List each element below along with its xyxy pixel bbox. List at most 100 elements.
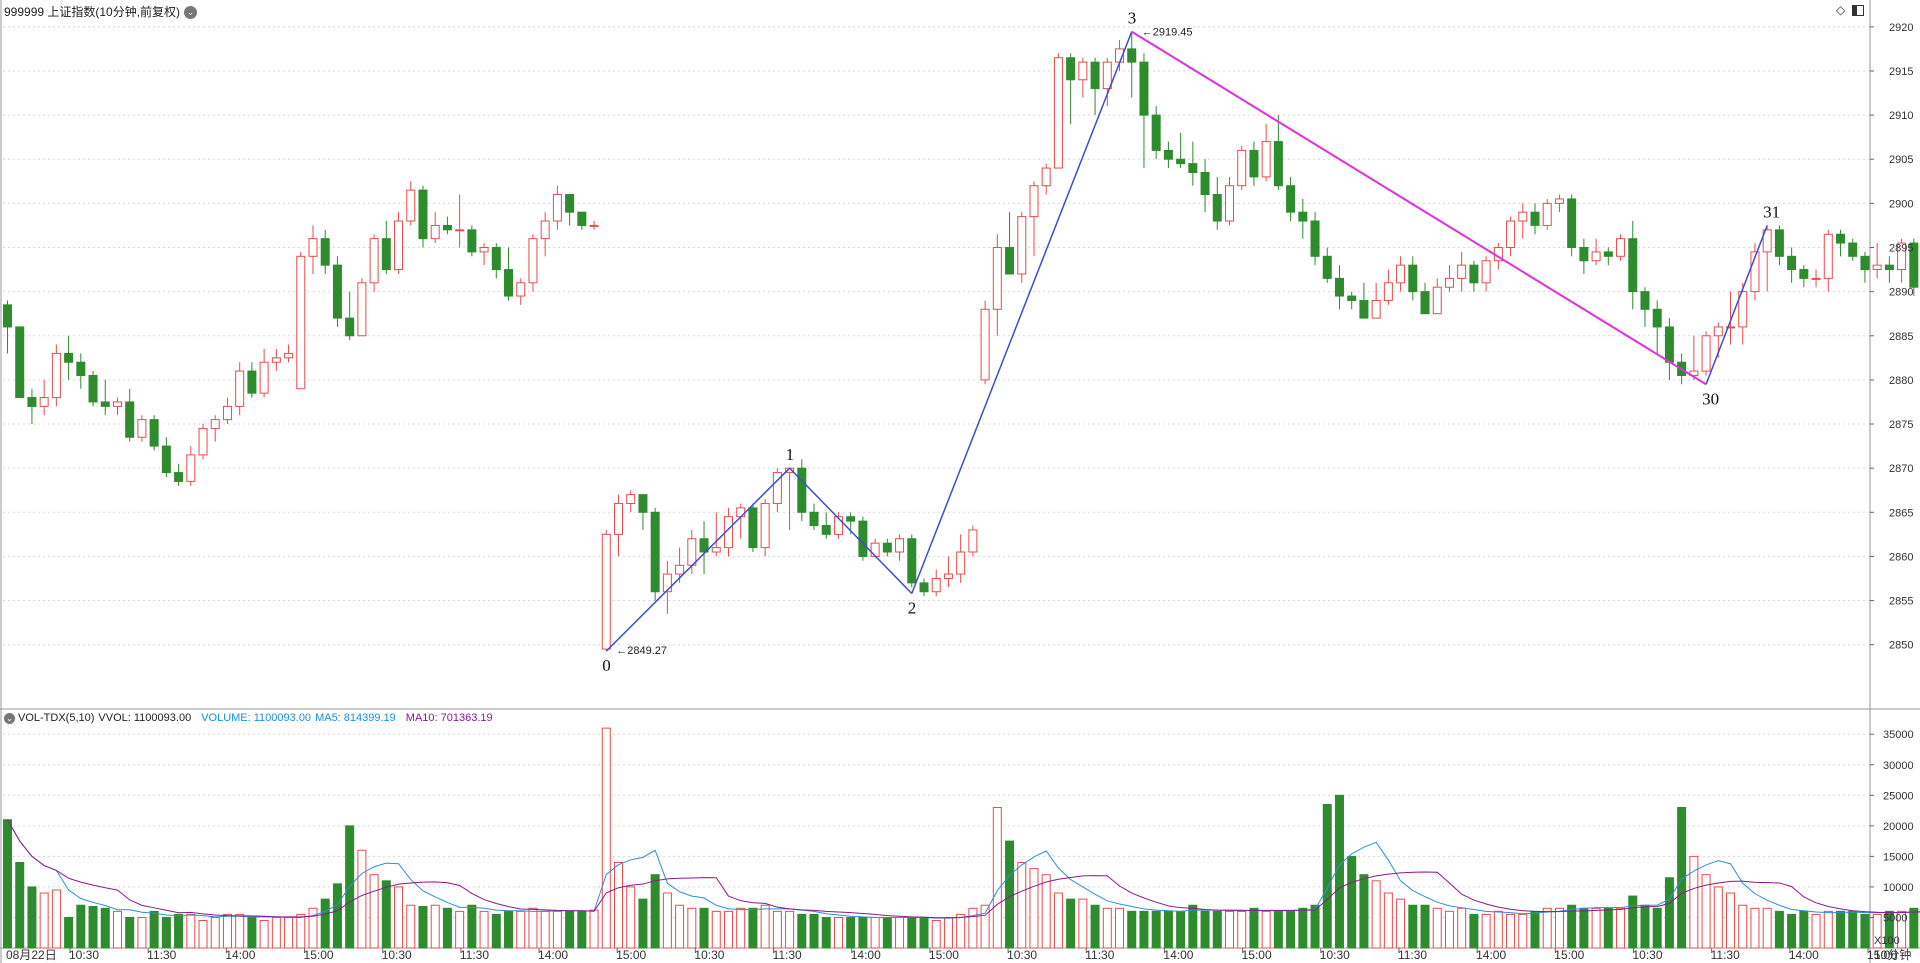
candle-body	[1249, 149, 1259, 178]
candle-body	[1469, 264, 1479, 284]
volume-bar	[1628, 895, 1638, 949]
candle-body	[271, 357, 281, 363]
diamond-icon[interactable]: ◇	[1836, 3, 1846, 17]
ma5-line	[7, 819, 1920, 919]
candle-body	[1127, 48, 1137, 63]
candle	[1542, 198, 1552, 230]
price-tick-label: 2915	[1889, 66, 1913, 78]
time-tick-label: 15:00	[1867, 948, 1897, 962]
volume-bar	[1005, 840, 1015, 949]
candle-body	[711, 547, 721, 553]
volume-bar	[833, 916, 843, 949]
volume-bar	[1066, 898, 1076, 949]
volume-bar	[528, 907, 538, 949]
volume-bar	[1518, 913, 1528, 949]
chevron-down-icon[interactable]: ⌄	[184, 6, 198, 20]
volume-bar	[1200, 910, 1210, 949]
candle	[1188, 141, 1198, 186]
volume-bar	[760, 904, 770, 949]
volume-bar	[846, 916, 856, 949]
volume-bar	[980, 904, 990, 949]
candle-body	[614, 502, 623, 535]
candle	[418, 185, 428, 248]
candle-body	[1823, 233, 1833, 279]
candle-body	[1029, 185, 1039, 218]
ma10-line	[7, 819, 1920, 919]
candle-body	[1188, 163, 1198, 173]
candle	[332, 256, 342, 327]
volume-bar	[1701, 874, 1711, 949]
candle	[51, 344, 61, 407]
candle	[1273, 115, 1283, 191]
candle	[540, 212, 550, 257]
candle	[797, 459, 807, 522]
candle	[210, 415, 220, 442]
candle	[516, 278, 526, 305]
volume-bar	[1664, 877, 1674, 949]
candle-body	[1872, 264, 1882, 271]
volume-bar	[394, 886, 404, 949]
volume-bar	[1652, 907, 1662, 949]
price-tick-label: 2905	[1889, 154, 1913, 166]
candle-body	[406, 189, 416, 222]
panel-toggle-icon[interactable]	[1851, 5, 1864, 17]
volume-bar	[308, 907, 318, 949]
candle	[1909, 238, 1919, 297]
time-tick-label: 10:30	[1007, 948, 1037, 962]
chart-title-text: 999999 上证指数(10分钟,前复权)	[4, 5, 181, 19]
volume-bar	[235, 913, 245, 949]
vol-indicator-name: VOL-TDX(5,10)	[18, 712, 95, 724]
volume-bar	[1897, 910, 1907, 949]
candle	[1567, 194, 1577, 257]
candle	[3, 300, 12, 354]
candle-body	[797, 467, 807, 513]
time-tick-label: 10:30	[1320, 948, 1350, 962]
candle-body	[381, 238, 391, 271]
candle	[1310, 212, 1320, 266]
candle	[1432, 278, 1442, 315]
candle-body	[1151, 114, 1161, 151]
volume-bar	[1677, 807, 1687, 949]
candle	[1726, 291, 1736, 345]
candle	[64, 335, 74, 380]
volume-bar	[1237, 910, 1247, 949]
volume-bar	[491, 913, 501, 949]
candle-body	[1408, 264, 1418, 293]
candle-body	[1322, 255, 1332, 279]
volume-bar	[198, 920, 208, 949]
chevron-down-icon[interactable]: ⌄	[4, 712, 15, 724]
volume-bar	[1115, 907, 1125, 949]
candle	[1078, 57, 1088, 98]
candle	[956, 534, 966, 583]
volume-bar	[1811, 913, 1821, 949]
volume-bar	[797, 913, 807, 949]
volume-bar	[27, 886, 37, 949]
volume-bar	[711, 910, 721, 949]
candle	[1738, 282, 1748, 345]
candle-body	[1176, 158, 1186, 165]
candle	[1005, 212, 1015, 275]
volume-bar	[296, 913, 306, 949]
candle-body	[992, 246, 1002, 310]
candle	[943, 556, 953, 588]
volume-bar	[809, 913, 819, 949]
candle-body	[516, 282, 526, 297]
volume-bar	[369, 874, 379, 949]
candle	[1689, 335, 1699, 380]
candle	[1237, 145, 1247, 191]
vvol-value: VVOL: 1100093.00	[98, 712, 192, 724]
chart-title[interactable]: 999999 上证指数(10分钟,前复权) ⌄	[4, 3, 198, 20]
time-tick-label: 10:30	[694, 948, 724, 962]
candle	[785, 467, 795, 530]
candle	[662, 560, 672, 614]
volume-bar	[1848, 910, 1858, 949]
wave-label: 0	[602, 656, 611, 675]
price-tick-label: 2885	[1889, 331, 1913, 343]
volume-bar	[577, 910, 587, 949]
candle-body	[455, 229, 465, 232]
ma10-value: MA10: 701363.19	[405, 712, 493, 724]
candle	[1029, 181, 1039, 257]
candle-body	[626, 494, 636, 504]
volume-bar	[1640, 904, 1650, 949]
